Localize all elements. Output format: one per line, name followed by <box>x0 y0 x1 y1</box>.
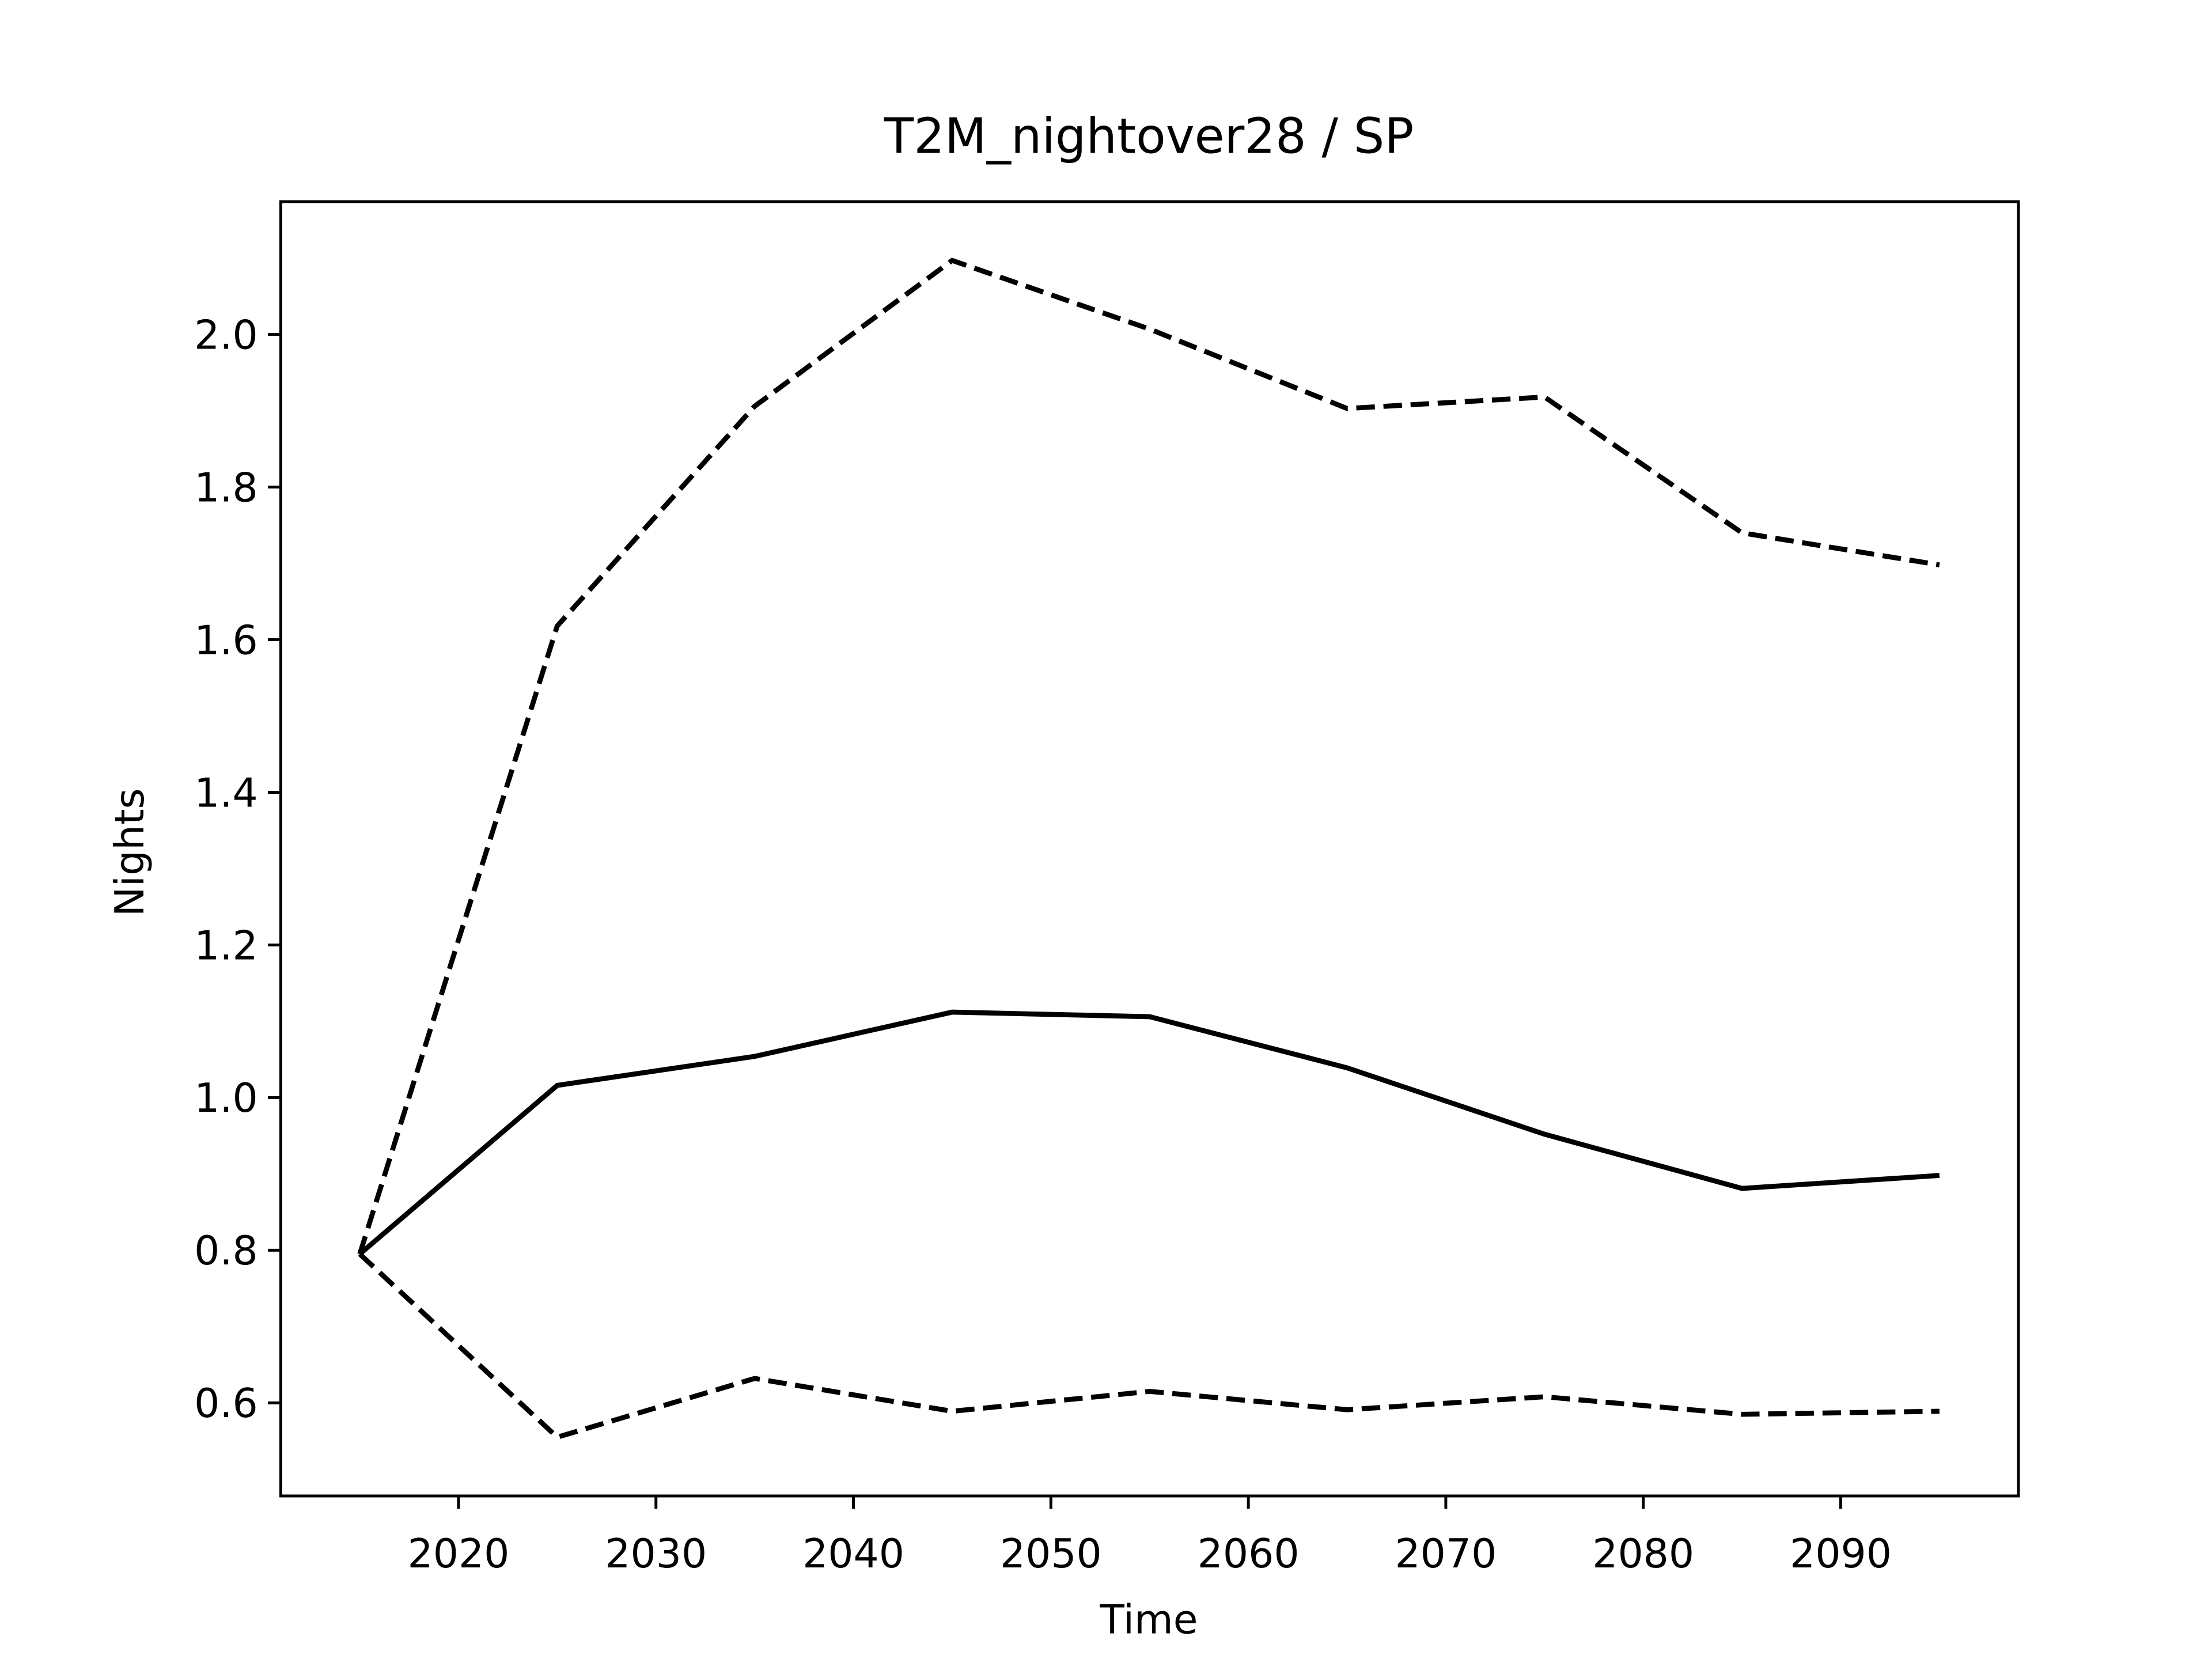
y-axis-label: Nights <box>107 788 153 916</box>
y-tick-label: 1.8 <box>194 464 258 511</box>
plot-frame <box>279 200 2020 1498</box>
chart-title: T2M_nightover28 / SP <box>884 108 1414 165</box>
x-tick-label: 2020 <box>408 1531 510 1577</box>
x-tick-label: 2090 <box>1790 1531 1892 1577</box>
x-tick-label: 2050 <box>1000 1531 1102 1577</box>
x-tick-label: 2070 <box>1395 1531 1497 1577</box>
y-tick-label: 1.0 <box>194 1075 258 1122</box>
y-tick-label: 1.6 <box>194 617 258 664</box>
y-tick-label: 1.4 <box>194 770 258 816</box>
y-tick-label: 2.0 <box>194 312 258 358</box>
y-tick-label: 0.8 <box>194 1228 258 1274</box>
x-tick-label: 2060 <box>1198 1531 1300 1577</box>
x-tick-label: 2040 <box>802 1531 904 1577</box>
line-series <box>358 1009 1940 1256</box>
x-tick-label: 2030 <box>605 1531 707 1577</box>
y-tick-label: 1.2 <box>194 922 258 969</box>
x-tick-label: 2080 <box>1592 1531 1694 1577</box>
y-tick-label: 0.6 <box>194 1380 258 1427</box>
line-series <box>358 1252 1940 1440</box>
x-axis-label: Time <box>1099 1596 1198 1643</box>
